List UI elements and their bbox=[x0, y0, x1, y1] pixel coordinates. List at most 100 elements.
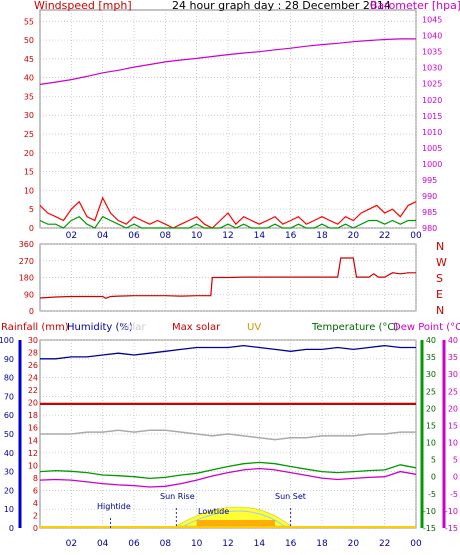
barometer-line bbox=[39, 38, 416, 85]
wind-y-tick: 50 bbox=[24, 36, 34, 45]
dew-y-tick: 5 bbox=[453, 456, 458, 465]
temp-y-tick: -10 bbox=[423, 507, 436, 516]
wind-y-tick: 30 bbox=[24, 111, 34, 120]
left-pct-tick: 50 bbox=[4, 430, 14, 439]
wind-y-tick: 45 bbox=[24, 55, 34, 64]
x-tick-label-bottom: 12 bbox=[222, 539, 233, 549]
left-pct-tick: 30 bbox=[4, 468, 14, 477]
barometer-y-tick: 1020 bbox=[422, 96, 442, 105]
x-tick-label-top: 06 bbox=[128, 231, 140, 241]
x-tick-label-bottom: 02 bbox=[66, 539, 77, 549]
x-tick-label-top: 22 bbox=[379, 231, 390, 241]
x-tick-label-top: 16 bbox=[285, 231, 297, 241]
compass-label: S bbox=[436, 272, 443, 285]
left-pct-tick: 60 bbox=[4, 411, 14, 420]
barometer-y-tick: 1015 bbox=[422, 112, 442, 121]
dew-y-tick: 30 bbox=[448, 370, 458, 379]
x-tick-label-top: 18 bbox=[316, 231, 328, 241]
x-tick-label-top: 02 bbox=[66, 231, 77, 241]
humidity-label: Humidity (%) bbox=[67, 322, 133, 333]
direction-y-tick: 0 bbox=[29, 307, 34, 316]
wind-y-tick: 10 bbox=[24, 186, 34, 195]
wind-y-tick: 0 bbox=[29, 224, 34, 233]
dew-y-tick: 35 bbox=[448, 353, 458, 362]
wind-y-tick: 20 bbox=[24, 149, 34, 158]
barometer-label: Barometer [hpa] bbox=[370, 0, 460, 12]
dew-y-tick: 25 bbox=[448, 387, 458, 396]
barometer-y-tick: 1025 bbox=[422, 80, 442, 89]
barometer-y-tick: 1000 bbox=[422, 160, 442, 169]
solar-baseline bbox=[40, 526, 416, 528]
left-pct-tick: 0 bbox=[9, 524, 14, 533]
left-pct-tick: 20 bbox=[4, 486, 14, 495]
x-tick-label-bottom: 00 bbox=[410, 539, 422, 549]
wind-direction-line bbox=[39, 257, 416, 299]
dew-y-tick: -15 bbox=[445, 524, 458, 533]
dew-y-tick: 20 bbox=[448, 404, 458, 413]
x-tick-label-top: 08 bbox=[160, 231, 172, 241]
rain-y-tick: 26 bbox=[28, 361, 38, 370]
x-tick-label-top: 12 bbox=[222, 231, 233, 241]
temperature-line bbox=[39, 461, 417, 480]
x-tick-label-bottom: 06 bbox=[128, 539, 140, 549]
humidity-line bbox=[40, 344, 416, 360]
temp-y-tick: 20 bbox=[426, 404, 436, 413]
temp-y-tick: 15 bbox=[426, 421, 436, 430]
temp-y-tick: 25 bbox=[426, 387, 436, 396]
compass-label: N bbox=[436, 304, 444, 317]
rain-y-tick: 16 bbox=[28, 424, 38, 433]
dew-y-tick: -5 bbox=[450, 490, 458, 499]
rain-y-tick: 2 bbox=[33, 511, 38, 520]
temp-y-tick: 10 bbox=[426, 439, 436, 448]
direction-y-tick: 90 bbox=[24, 290, 34, 299]
x-tick-label-bottom: 14 bbox=[254, 539, 266, 549]
barometer-y-tick: 985 bbox=[422, 208, 437, 217]
uv-label: UV bbox=[247, 322, 261, 333]
direction-y-tick: 360 bbox=[19, 240, 34, 249]
solar-layer bbox=[40, 506, 416, 528]
lowtide-annotation: Lowtide bbox=[198, 507, 229, 516]
rainfall-label: Rainfall (mm) bbox=[1, 322, 69, 333]
rain-y-tick: 28 bbox=[28, 349, 38, 358]
left-pct-tick: 40 bbox=[4, 449, 14, 458]
dewpoint-label: Dew Point (°C) bbox=[393, 322, 460, 333]
temp-y-tick: -15 bbox=[423, 524, 436, 533]
windspeed-label: Windspeed [mph] bbox=[34, 0, 132, 12]
compass-label: W bbox=[436, 256, 447, 269]
left-pct-tick: 100 bbox=[0, 336, 14, 345]
rain-y-tick: 0 bbox=[33, 524, 38, 533]
temp-y-tick: 40 bbox=[426, 336, 436, 345]
left-pct-tick: 70 bbox=[4, 392, 14, 401]
dew-y-tick: 40 bbox=[448, 336, 458, 345]
grid-layer bbox=[40, 10, 417, 529]
wind-y-tick: 55 bbox=[24, 17, 34, 26]
rain-y-tick: 18 bbox=[28, 411, 38, 420]
uv-band bbox=[196, 520, 275, 526]
solar-label: Solar bbox=[120, 322, 146, 333]
rain-y-tick: 12 bbox=[28, 449, 38, 458]
gust-line bbox=[39, 196, 417, 229]
temp-y-tick: 30 bbox=[426, 370, 436, 379]
rain-y-tick: 30 bbox=[28, 336, 38, 345]
barometer-y-tick: 1040 bbox=[422, 32, 442, 41]
temp-y-tick: 35 bbox=[426, 353, 436, 362]
dew-y-tick: 10 bbox=[448, 439, 458, 448]
wind-y-tick: 25 bbox=[24, 130, 34, 139]
rain-y-tick: 22 bbox=[28, 386, 38, 395]
ticks-layer: 0202040406060808101012121414161618182020… bbox=[0, 16, 458, 549]
dewpoint-line bbox=[39, 467, 417, 488]
x-tick-label-bottom: 16 bbox=[285, 539, 297, 549]
x-tick-label-top: 10 bbox=[191, 231, 203, 241]
barometer-y-tick: 1035 bbox=[422, 48, 442, 57]
series-layer bbox=[39, 38, 417, 488]
compass-label: E bbox=[436, 288, 443, 301]
barometer-y-tick: 1045 bbox=[422, 16, 442, 25]
x-tick-label-top: 00 bbox=[410, 231, 422, 241]
direction-y-tick: 270 bbox=[19, 257, 34, 266]
wind-y-tick: 15 bbox=[24, 168, 34, 177]
temp-y-tick: 0 bbox=[431, 473, 436, 482]
x-tick-label-top: 04 bbox=[97, 231, 109, 241]
max-solar-curve bbox=[183, 510, 285, 527]
direction-y-tick: 180 bbox=[19, 274, 34, 283]
